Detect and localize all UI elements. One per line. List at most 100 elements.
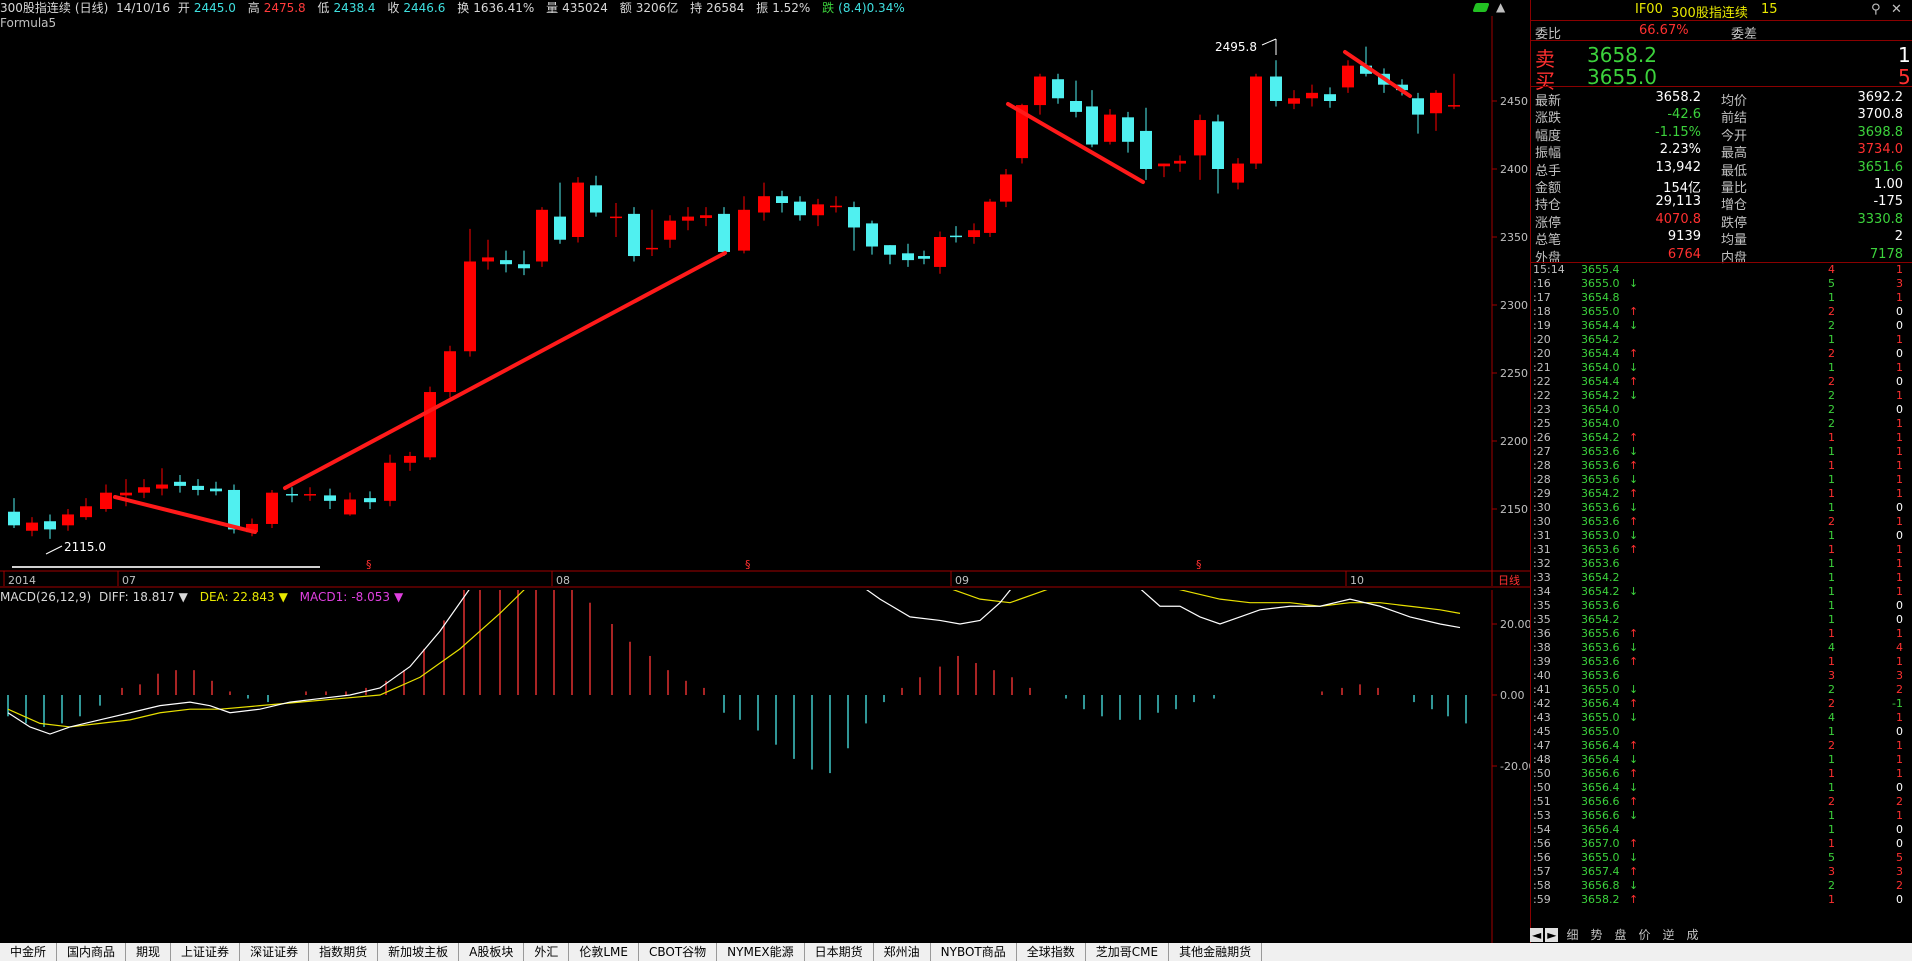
market-tab[interactable]: NYBOT商品 (931, 943, 1017, 961)
close-icon[interactable]: ✕ (1891, 2, 1902, 17)
market-tab[interactable]: 指数期货 (309, 943, 379, 961)
candle[interactable] (80, 498, 92, 520)
tick-row[interactable]: :48 3656.4 ↓ 1 1 (1531, 753, 1912, 767)
candle[interactable] (738, 196, 750, 254)
tick-row[interactable]: :34 3654.2 ↓ 1 1 (1531, 585, 1912, 599)
candle[interactable] (44, 514, 56, 539)
tick-row[interactable]: :50 3656.4 ↓ 1 0 (1531, 781, 1912, 795)
candle[interactable] (1412, 92, 1424, 134)
market-tab[interactable]: 伦敦LME (569, 943, 639, 961)
tick-row[interactable]: 15:14 3655.4 4 1 (1531, 263, 1912, 277)
market-tab[interactable]: 新加坡主板 (378, 943, 460, 961)
side-tab[interactable]: 逆 (1662, 928, 1675, 942)
side-tab[interactable]: 成 (1686, 928, 1699, 942)
tick-row[interactable]: :33 3654.2 1 1 (1531, 571, 1912, 585)
market-tab[interactable]: NYMEX能源 (717, 943, 805, 961)
candle[interactable] (62, 509, 74, 531)
candle[interactable] (1342, 60, 1354, 93)
candle[interactable] (1034, 73, 1046, 115)
candle[interactable] (8, 498, 20, 529)
tick-row[interactable]: :30 3653.6 ↓ 1 0 (1531, 501, 1912, 515)
candle[interactable] (1122, 111, 1134, 153)
candle[interactable] (1158, 163, 1170, 178)
tick-row[interactable]: :20 3654.2 1 1 (1531, 333, 1912, 347)
tick-row[interactable]: :51 3656.6 ↑ 2 2 (1531, 795, 1912, 809)
tick-row[interactable]: :56 3655.0 ↓ 5 5 (1531, 851, 1912, 865)
candle[interactable] (718, 207, 730, 257)
candle[interactable] (884, 245, 896, 265)
tick-row[interactable]: :22 3654.2 ↓ 2 1 (1531, 389, 1912, 403)
market-tab[interactable]: 日本期货 (805, 943, 874, 961)
candle[interactable] (628, 207, 640, 262)
tick-row[interactable]: :25 3654.0 2 1 (1531, 417, 1912, 431)
candle[interactable] (664, 215, 676, 248)
candle[interactable] (590, 175, 602, 217)
candle[interactable] (364, 491, 376, 509)
market-tab[interactable]: 深证证券 (240, 943, 310, 961)
candle[interactable] (794, 196, 806, 221)
candle[interactable] (1104, 109, 1116, 145)
candle[interactable] (1212, 114, 1224, 194)
market-tab[interactable]: 期现 (126, 943, 172, 961)
candle[interactable] (500, 250, 512, 273)
tick-row[interactable]: :22 3654.4 ↑ 2 0 (1531, 375, 1912, 389)
candle[interactable] (1000, 169, 1012, 208)
candle[interactable] (682, 207, 694, 231)
market-tab[interactable]: 中金所 (0, 943, 58, 961)
candle[interactable] (424, 386, 436, 461)
market-tab[interactable]: 外汇 (524, 943, 570, 961)
candle[interactable] (1086, 90, 1098, 148)
tick-row[interactable]: :17 3654.8 1 1 (1531, 291, 1912, 305)
scroll-up-icon[interactable]: ▲ (1496, 0, 1506, 14)
tick-row[interactable]: :30 3653.6 ↑ 2 1 (1531, 515, 1912, 529)
tick-row[interactable]: :35 3653.6 1 0 (1531, 599, 1912, 613)
tick-row[interactable]: :28 3653.6 ↑ 1 1 (1531, 459, 1912, 473)
candle[interactable] (646, 209, 658, 257)
candle[interactable] (934, 231, 946, 274)
candle[interactable] (156, 468, 168, 496)
tick-row[interactable]: :56 3657.0 ↑ 1 0 (1531, 837, 1912, 851)
candle[interactable] (758, 182, 770, 221)
side-tab[interactable]: ► (1545, 928, 1559, 942)
market-tab[interactable]: 国内商品 (57, 943, 127, 961)
market-tab[interactable]: 郑州油 (874, 943, 931, 961)
candle[interactable] (404, 451, 416, 471)
pin-icon[interactable]: ⚲ (1871, 2, 1881, 17)
tick-row[interactable]: :27 3653.6 ↓ 1 1 (1531, 445, 1912, 459)
candle[interactable] (1448, 73, 1460, 110)
tick-row[interactable]: :47 3656.4 ↑ 2 1 (1531, 739, 1912, 753)
candle[interactable] (1288, 90, 1300, 110)
candle[interactable] (266, 489, 278, 529)
candle[interactable] (968, 223, 980, 244)
candle[interactable] (518, 250, 530, 276)
candle[interactable] (304, 487, 316, 501)
trend-line[interactable] (283, 251, 727, 490)
tick-row[interactable]: :59 3658.2 ↑ 1 0 (1531, 893, 1912, 907)
tick-row[interactable]: :18 3655.0 ↑ 2 0 (1531, 305, 1912, 319)
trend-line[interactable] (113, 495, 257, 534)
market-tab[interactable]: 其他金融期货 (1169, 943, 1263, 961)
candle[interactable] (1174, 155, 1186, 172)
candle[interactable] (482, 239, 494, 270)
tick-row[interactable]: :57 3657.4 ↑ 3 3 (1531, 865, 1912, 879)
tick-row[interactable]: :35 3654.2 1 0 (1531, 613, 1912, 627)
candle[interactable] (26, 517, 38, 537)
candle[interactable] (464, 228, 476, 357)
side-tab[interactable]: 盘 (1614, 928, 1627, 942)
candle[interactable] (1052, 73, 1064, 104)
tick-row[interactable]: :21 3654.0 ↓ 1 1 (1531, 361, 1912, 375)
tick-row[interactable]: :42 3656.4 ↑ 2 -1 (1531, 697, 1912, 711)
candle[interactable] (1324, 87, 1336, 108)
tick-row[interactable]: :40 3653.6 3 3 (1531, 669, 1912, 683)
candle[interactable] (950, 226, 962, 243)
tick-row[interactable]: :29 3654.2 ↑ 1 1 (1531, 487, 1912, 501)
tick-row[interactable]: :19 3654.4 ↓ 2 0 (1531, 319, 1912, 333)
candle[interactable] (210, 481, 222, 496)
candle[interactable] (848, 201, 860, 251)
candle[interactable] (1430, 90, 1442, 131)
market-tab[interactable]: 全球指数 (1017, 943, 1086, 961)
side-tab[interactable]: 势 (1590, 928, 1603, 942)
candle[interactable] (286, 487, 298, 503)
candle[interactable] (100, 484, 112, 512)
candle[interactable] (1140, 107, 1152, 180)
